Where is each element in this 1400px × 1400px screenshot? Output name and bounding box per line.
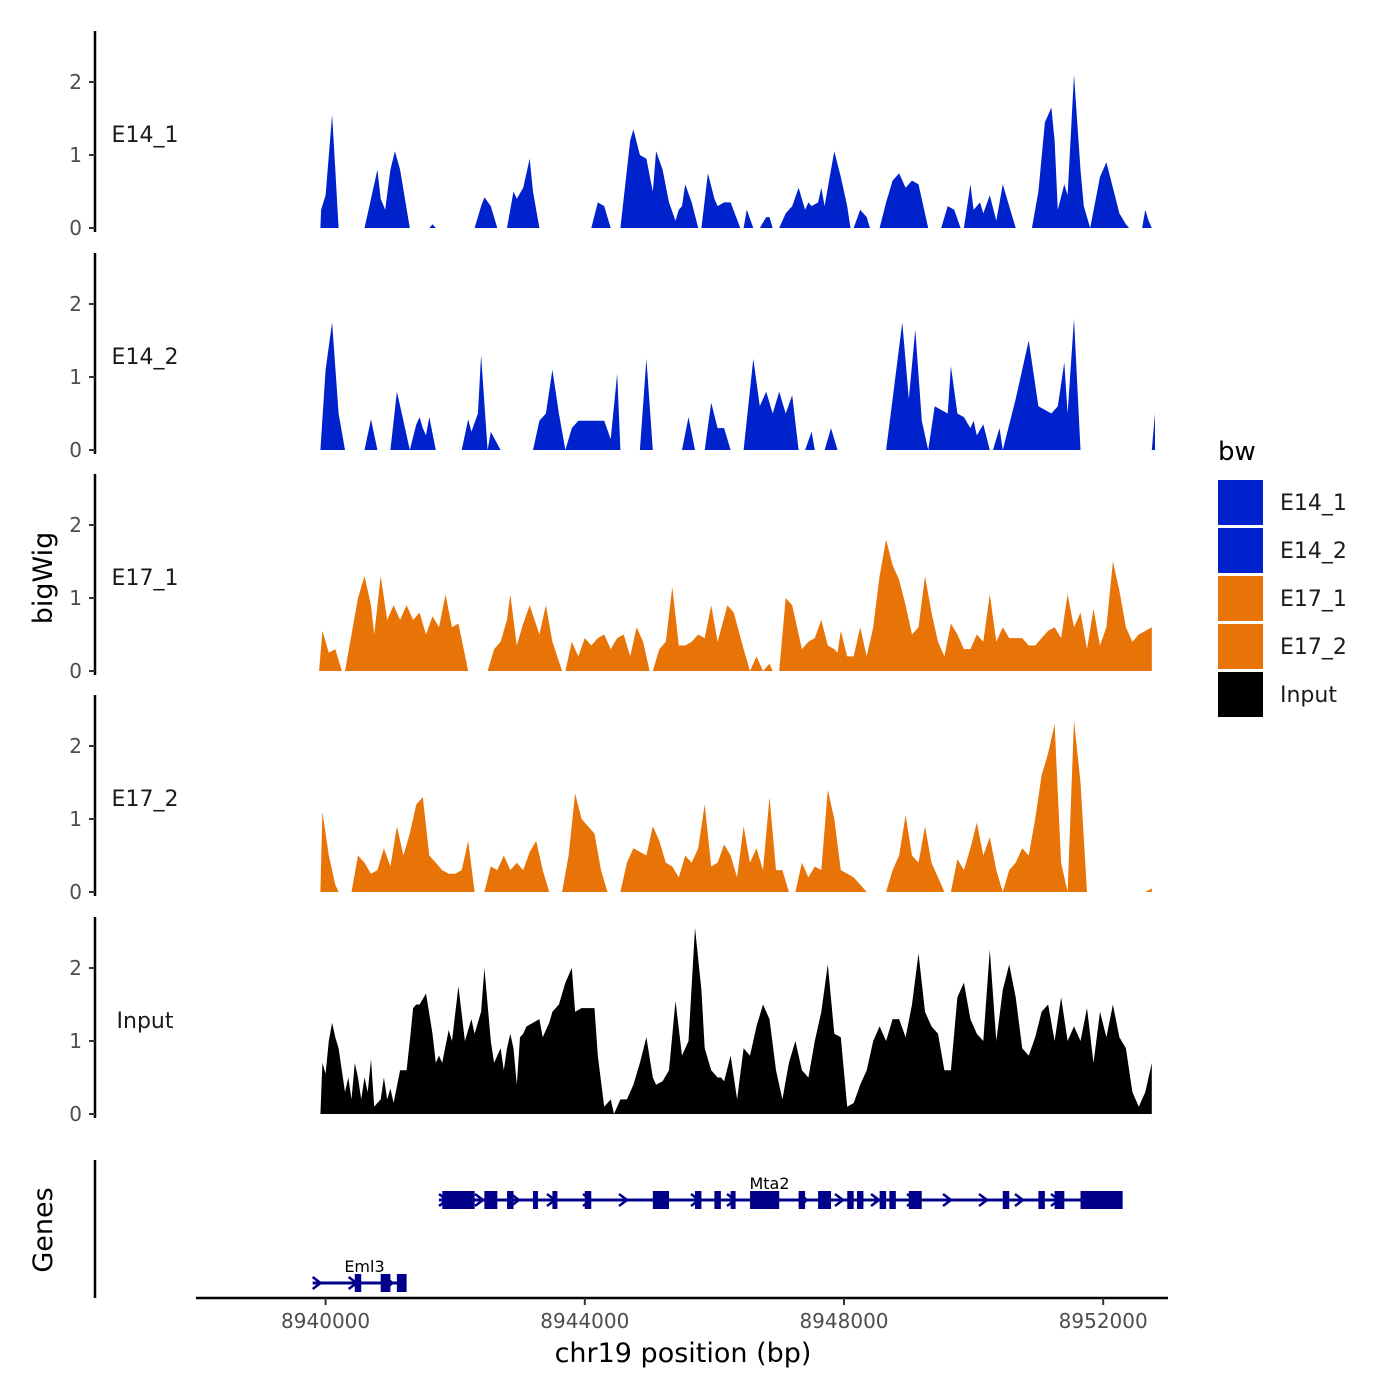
- exon-block: [750, 1191, 780, 1209]
- strand-arrow: [510, 1193, 522, 1207]
- x-axis: 8940000 8944000 8948000 8952000: [196, 1296, 1168, 1333]
- y-tick-label: 0: [69, 880, 82, 904]
- strand-arrow: [1014, 1193, 1026, 1207]
- exon-block: [652, 1191, 670, 1209]
- track-label: E14_2: [112, 345, 179, 370]
- strand-arrow: [942, 1193, 954, 1207]
- y-tick-label: 2: [69, 292, 82, 316]
- x-tick-label: 8944000: [540, 1309, 629, 1333]
- exon-block: [889, 1191, 896, 1209]
- gene-mta2: Mta2: [438, 1174, 1123, 1209]
- legend-label: E17_2: [1280, 635, 1347, 660]
- y-tick-label: 2: [69, 513, 82, 537]
- exon-block: [714, 1191, 721, 1209]
- exon-block: [396, 1274, 407, 1292]
- y-tick-label: 0: [69, 659, 82, 683]
- exon-block: [908, 1191, 922, 1209]
- y-tick-label: 1: [69, 1029, 82, 1053]
- exon-block: [818, 1191, 832, 1209]
- legend-swatch: [1218, 480, 1263, 525]
- legend-label: Input: [1280, 683, 1337, 708]
- exon-block: [879, 1191, 887, 1209]
- exon-block: [1002, 1191, 1010, 1209]
- strand-arrow: [474, 1193, 486, 1207]
- legend-label: E14_2: [1280, 539, 1347, 564]
- track-label: E14_1: [112, 123, 179, 148]
- coverage-tracks: 0 1 2 E14_1 0 1 2 E14_2 0 1 2 E17_1 0 1 2 E17_2 0 1 2 Input: [69, 31, 1155, 1126]
- exon-block: [584, 1191, 592, 1209]
- exon-block: [694, 1191, 702, 1209]
- legend-item-e17-1: E17_1: [1218, 576, 1347, 621]
- legend-title: bw: [1218, 437, 1256, 467]
- legend-swatch: [1218, 576, 1263, 621]
- genes-axis-title: Genes: [28, 1187, 59, 1272]
- exon-block: [1038, 1191, 1045, 1209]
- y-tick-label: 0: [69, 438, 82, 462]
- legend-item-e14-2: E14_2: [1218, 528, 1347, 573]
- gene-eml3: Eml3: [311, 1257, 407, 1292]
- exon-block: [484, 1191, 498, 1209]
- strand-arrow: [618, 1193, 630, 1207]
- legend-swatch: [1218, 528, 1263, 573]
- strand-arrow: [870, 1193, 882, 1207]
- y-tick-label: 2: [69, 70, 82, 94]
- coverage-area: [320, 720, 1152, 892]
- y-axis-title: bigWig: [28, 532, 59, 625]
- legend-item-e17-2: E17_2: [1218, 624, 1347, 669]
- y-tick-label: 1: [69, 365, 82, 389]
- track-e14-2: 0 1 2 E14_2: [69, 253, 1155, 462]
- exon-block: [507, 1191, 514, 1209]
- track-e17-1: 0 1 2 E17_1: [69, 474, 1152, 683]
- track-label: E17_1: [112, 566, 179, 591]
- track-e17-2: 0 1 2 E17_2: [69, 695, 1152, 904]
- exon-block: [532, 1191, 538, 1209]
- gene-track: Mta2 Eml3: [93, 1160, 1123, 1298]
- x-tick-label: 8940000: [281, 1309, 370, 1333]
- legend-swatch: [1218, 672, 1263, 717]
- exon-block: [847, 1191, 854, 1209]
- strand-arrow: [978, 1193, 990, 1207]
- exon-block: [856, 1191, 864, 1209]
- x-axis-title: chr19 position (bp): [555, 1338, 812, 1369]
- legend-item-input: Input: [1218, 672, 1337, 717]
- gene-name-label: Mta2: [749, 1174, 789, 1193]
- y-tick-label: 2: [69, 956, 82, 980]
- y-tick-label: 2: [69, 734, 82, 758]
- legend-swatch: [1218, 624, 1263, 669]
- y-tick-label: 1: [69, 143, 82, 167]
- y-tick-label: 0: [69, 1102, 82, 1126]
- track-label: Input: [117, 1009, 174, 1034]
- track-label: E17_2: [112, 787, 179, 812]
- y-tick-label: 1: [69, 586, 82, 610]
- track-input: 0 1 2 Input: [69, 917, 1152, 1126]
- legend-label: E17_1: [1280, 587, 1347, 612]
- legend: bw E14_1 E14_2 E17_1 E17_2 Input: [1218, 437, 1347, 717]
- x-tick-label: 8952000: [1059, 1309, 1148, 1333]
- track-e14-1: 0 1 2 E14_1: [69, 31, 1152, 240]
- exon-block: [798, 1191, 806, 1209]
- strand-arrow: [311, 1276, 323, 1290]
- exon-block: [730, 1191, 736, 1209]
- y-tick-label: 0: [69, 216, 82, 240]
- coverage-area: [319, 539, 1152, 671]
- legend-label: E14_1: [1280, 491, 1347, 516]
- y-tick-label: 1: [69, 807, 82, 831]
- exon-block: [354, 1274, 362, 1292]
- exon-block: [380, 1274, 391, 1292]
- exon-block: [442, 1191, 475, 1209]
- gene-name-label: Eml3: [344, 1257, 384, 1276]
- coverage-area: [320, 927, 1152, 1114]
- strand-arrow: [834, 1193, 846, 1207]
- x-tick-label: 8948000: [799, 1309, 888, 1333]
- coverage-area: [320, 74, 1152, 228]
- exon-block: [552, 1191, 558, 1209]
- exon-block: [1080, 1191, 1123, 1209]
- exon-block: [1054, 1191, 1065, 1209]
- coverage-area: [320, 318, 1155, 450]
- legend-item-e14-1: E14_1: [1218, 480, 1347, 525]
